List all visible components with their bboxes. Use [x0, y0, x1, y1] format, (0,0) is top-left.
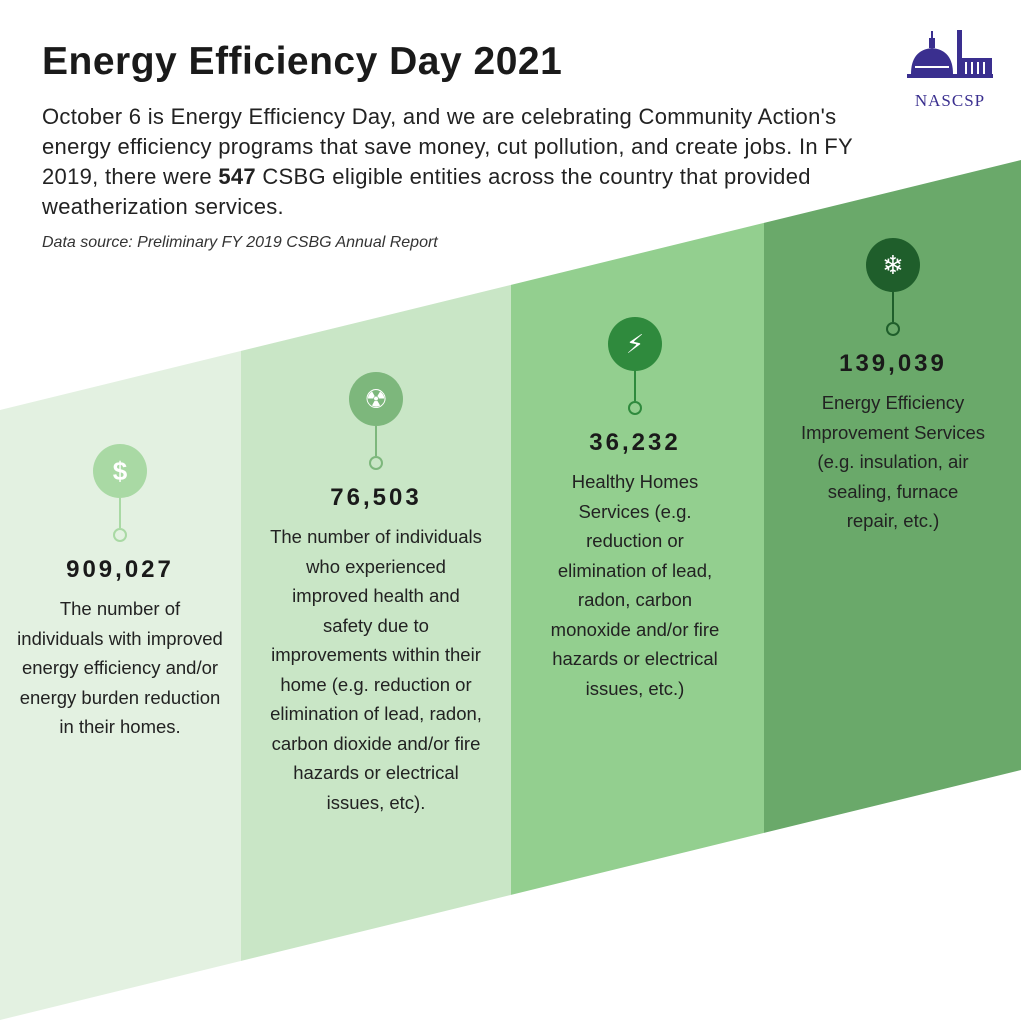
snowflake-icon: ❄ [866, 238, 920, 292]
connector-dot [369, 456, 383, 470]
intro-text: October 6 is Energy Efficiency Day, and … [42, 104, 853, 219]
stat-number: 139,039 [839, 350, 947, 377]
stat-number: 909,027 [66, 556, 174, 583]
stat-number: 76,503 [330, 484, 422, 511]
stat-description: The number of individuals who experience… [270, 526, 482, 813]
nascsp-logo: NASCSP [900, 28, 1000, 111]
capitol-monument-icon [907, 30, 993, 78]
stat-description: The number of individuals with improved … [17, 598, 223, 737]
dollar-icon: $ [93, 444, 147, 498]
connector-dot [113, 528, 127, 542]
entities-count: 547 [218, 164, 256, 189]
stat-description: Energy Efficiency Improvement Services (… [800, 392, 986, 531]
radiation-fan-icon: ☢ [349, 372, 403, 426]
stat-description: Healthy Homes Services (e.g. reduction o… [550, 471, 720, 699]
stat-card-3: ⚡ 36,232 Healthy Homes Services (e.g. re… [540, 317, 730, 703]
lightning-icon: ⚡ [608, 317, 662, 371]
page-title: Energy Efficiency Day 2021 [42, 40, 563, 83]
stat-card-2: ☢ 76,503 The number of individuals who e… [266, 372, 486, 817]
stat-number: 36,232 [589, 429, 681, 456]
stat-card-4: ❄ 139,039 Energy Efficiency Improvement … [800, 238, 986, 536]
connector-dot [886, 322, 900, 336]
stat-card-1: $ 909,027 The number of individuals with… [15, 444, 225, 742]
data-source: Data source: Preliminary FY 2019 CSBG An… [42, 234, 438, 251]
connector-dot [628, 401, 642, 415]
